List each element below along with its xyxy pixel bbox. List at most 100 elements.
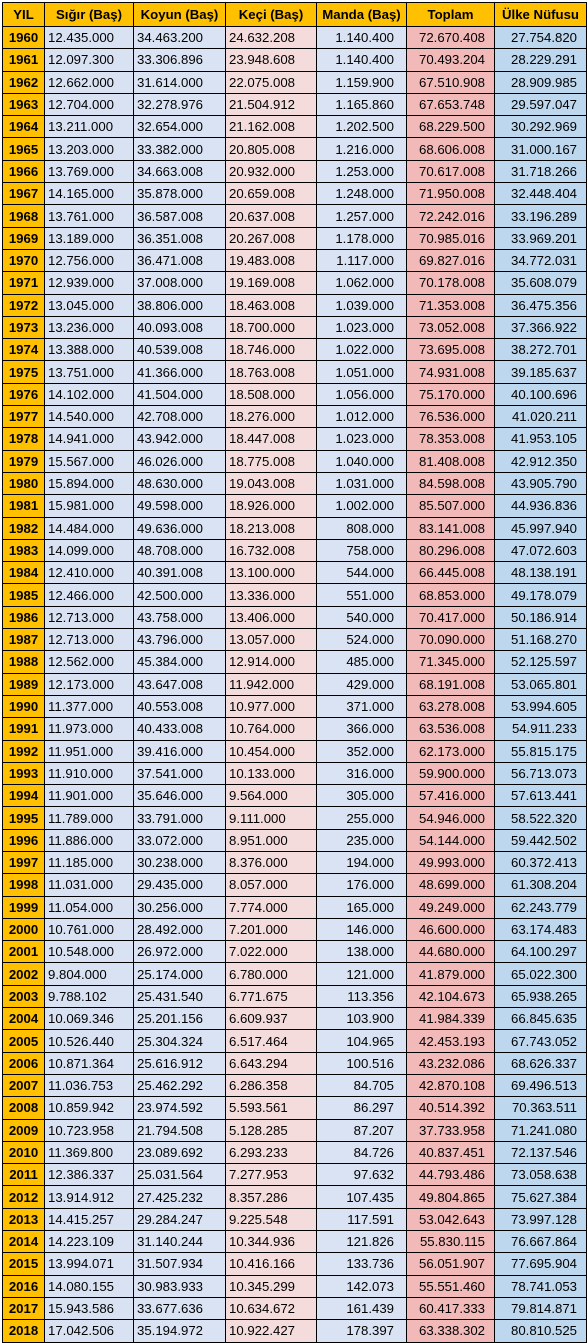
population-cell: 60.372.413 [494,850,587,875]
cattle-cell: 11.054.000 [44,895,134,919]
sheep-cell: 36.471.008 [133,248,226,273]
goat-cell: 6.293.233 [225,1140,317,1165]
population-cell: 27.754.820 [494,25,587,50]
header-goat: Keçi (Baş) [225,2,317,27]
year-cell: 2005 [2,1029,45,1053]
population-cell: 58.522.320 [494,806,587,830]
population-cell: 69.496.513 [494,1073,587,1098]
cattle-cell: 10.548.000 [44,940,134,964]
population-cell: 59.442.502 [494,828,587,852]
year-cell: 1964 [2,115,45,139]
goat-cell: 6.286.358 [225,1073,317,1098]
sheep-cell: 37.541.000 [133,761,226,786]
sheep-cell: 25.031.564 [133,1163,226,1187]
population-cell: 36.475.356 [494,293,587,317]
goat-cell: 16.732.008 [225,538,317,563]
year-cell: 1978 [2,427,45,451]
goat-cell: 21.504.912 [225,92,317,117]
table-row: 1971 12.939.000 37.008.000 19.169.008 1.062.… [2,271,587,295]
buffalo-cell: 84.705 [316,1073,407,1098]
sheep-cell: 42.708.000 [133,405,226,429]
sheep-cell: 30.256.000 [133,895,226,919]
population-cell: 71.241.080 [494,1118,587,1142]
total-cell: 55.551.460 [406,1274,495,1298]
total-cell: 70.985.016 [406,226,495,250]
buffalo-cell: 1.062.000 [316,271,407,295]
buffalo-cell: 121.826 [316,1230,407,1254]
header-total: Toplam [406,2,495,27]
buffalo-cell: 1.165.860 [316,92,407,117]
buffalo-cell: 1.140.400 [316,48,407,72]
year-cell: 2003 [2,984,45,1009]
year-cell: 1981 [2,494,45,518]
total-cell: 54.946.000 [406,806,495,830]
population-cell: 49.178.079 [494,583,587,607]
goat-cell: 23.948.608 [225,48,317,72]
table-row: 1984 12.410.000 40.391.008 13.100.000 544.00… [2,561,587,585]
year-cell: 1977 [2,405,45,429]
goat-cell: 8.951.000 [225,828,317,852]
total-cell: 59.900.000 [406,761,495,786]
table-row: 1964 13.211.000 32.654.000 21.162.008 1.202.… [2,115,587,139]
year-cell: 1999 [2,895,45,919]
total-cell: 72.670.408 [406,25,495,50]
sheep-cell: 40.433.008 [133,717,226,741]
goat-cell: 6.771.675 [225,984,317,1009]
table-row: 1995 11.789.000 33.791.000 9.111.000 255.000… [2,806,587,830]
sheep-cell: 35.646.000 [133,784,226,808]
population-cell: 50.186.914 [494,605,587,630]
table-row: 1980 15.894.000 48.630.000 19.043.008 1.031.… [2,471,587,496]
goat-cell: 18.276.000 [225,405,317,429]
buffalo-cell: 1.023.000 [316,315,407,340]
goat-cell: 6.609.937 [225,1007,317,1031]
cattle-cell: 13.751.000 [44,360,134,384]
cattle-cell: 11.185.000 [44,850,134,875]
cattle-cell: 13.769.000 [44,159,134,184]
table-row: 1977 14.540.000 42.708.000 18.276.000 1.012.… [2,405,587,429]
sheep-cell: 49.636.000 [133,516,226,540]
cattle-cell: 17.042.506 [44,1319,134,1343]
population-cell: 31.718.266 [494,159,587,184]
goat-cell: 9.111.000 [225,806,317,830]
table-row: 1963 12.704.000 32.278.976 21.504.912 1.165.… [2,92,587,117]
buffalo-cell: 316.000 [316,761,407,786]
buffalo-cell: 524.000 [316,628,407,652]
year-cell: 1970 [2,248,45,273]
year-cell: 2007 [2,1073,45,1098]
goat-cell: 10.634.672 [225,1296,317,1321]
sheep-cell: 45.384.000 [133,650,226,674]
table-row: 1965 13.203.000 33.382.000 20.805.008 1.216.… [2,137,587,161]
buffalo-cell: 104.965 [316,1029,407,1053]
table-row: 1972 13.045.000 38.806.000 18.463.008 1.039.… [2,293,587,317]
cattle-cell: 15.981.000 [44,494,134,518]
year-cell: 2015 [2,1252,45,1276]
sheep-cell: 31.614.000 [133,70,226,94]
total-cell: 70.417.000 [406,605,495,630]
table-body: 1960 12.435.000 34.463.200 24.632.208 1.140.… [2,25,587,1343]
goat-cell: 20.932.000 [225,159,317,184]
total-cell: 41.984.339 [406,1007,495,1031]
table-row: 1968 13.761.000 36.587.008 20.637.008 1.257.… [2,204,587,228]
buffalo-cell: 305.000 [316,784,407,808]
goat-cell: 18.926.000 [225,494,317,518]
total-cell: 46.600.000 [406,917,495,942]
sheep-cell: 34.463.200 [133,25,226,50]
cattle-cell: 13.914.912 [44,1185,134,1209]
cattle-cell: 12.662.000 [44,70,134,94]
cattle-cell: 12.713.000 [44,605,134,630]
goat-cell: 10.133.000 [225,761,317,786]
population-cell: 32.448.404 [494,182,587,206]
header-buffalo: Manda (Baş) [316,2,407,27]
sheep-cell: 33.791.000 [133,806,226,830]
table-row: 1974 13.388.000 40.539.008 18.746.000 1.022.… [2,338,587,362]
table-row: 1960 12.435.000 34.463.200 24.632.208 1.140.… [2,25,587,50]
table-row: 1961 12.097.300 33.306.896 23.948.608 1.140.… [2,48,587,72]
year-cell: 1962 [2,70,45,94]
year-cell: 2011 [2,1163,45,1187]
cattle-cell: 11.369.800 [44,1140,134,1165]
population-cell: 47.072.603 [494,538,587,563]
goat-cell: 10.764.000 [225,717,317,741]
total-cell: 83.141.008 [406,516,495,540]
sheep-cell: 43.758.000 [133,605,226,630]
population-cell: 73.058.638 [494,1163,587,1187]
